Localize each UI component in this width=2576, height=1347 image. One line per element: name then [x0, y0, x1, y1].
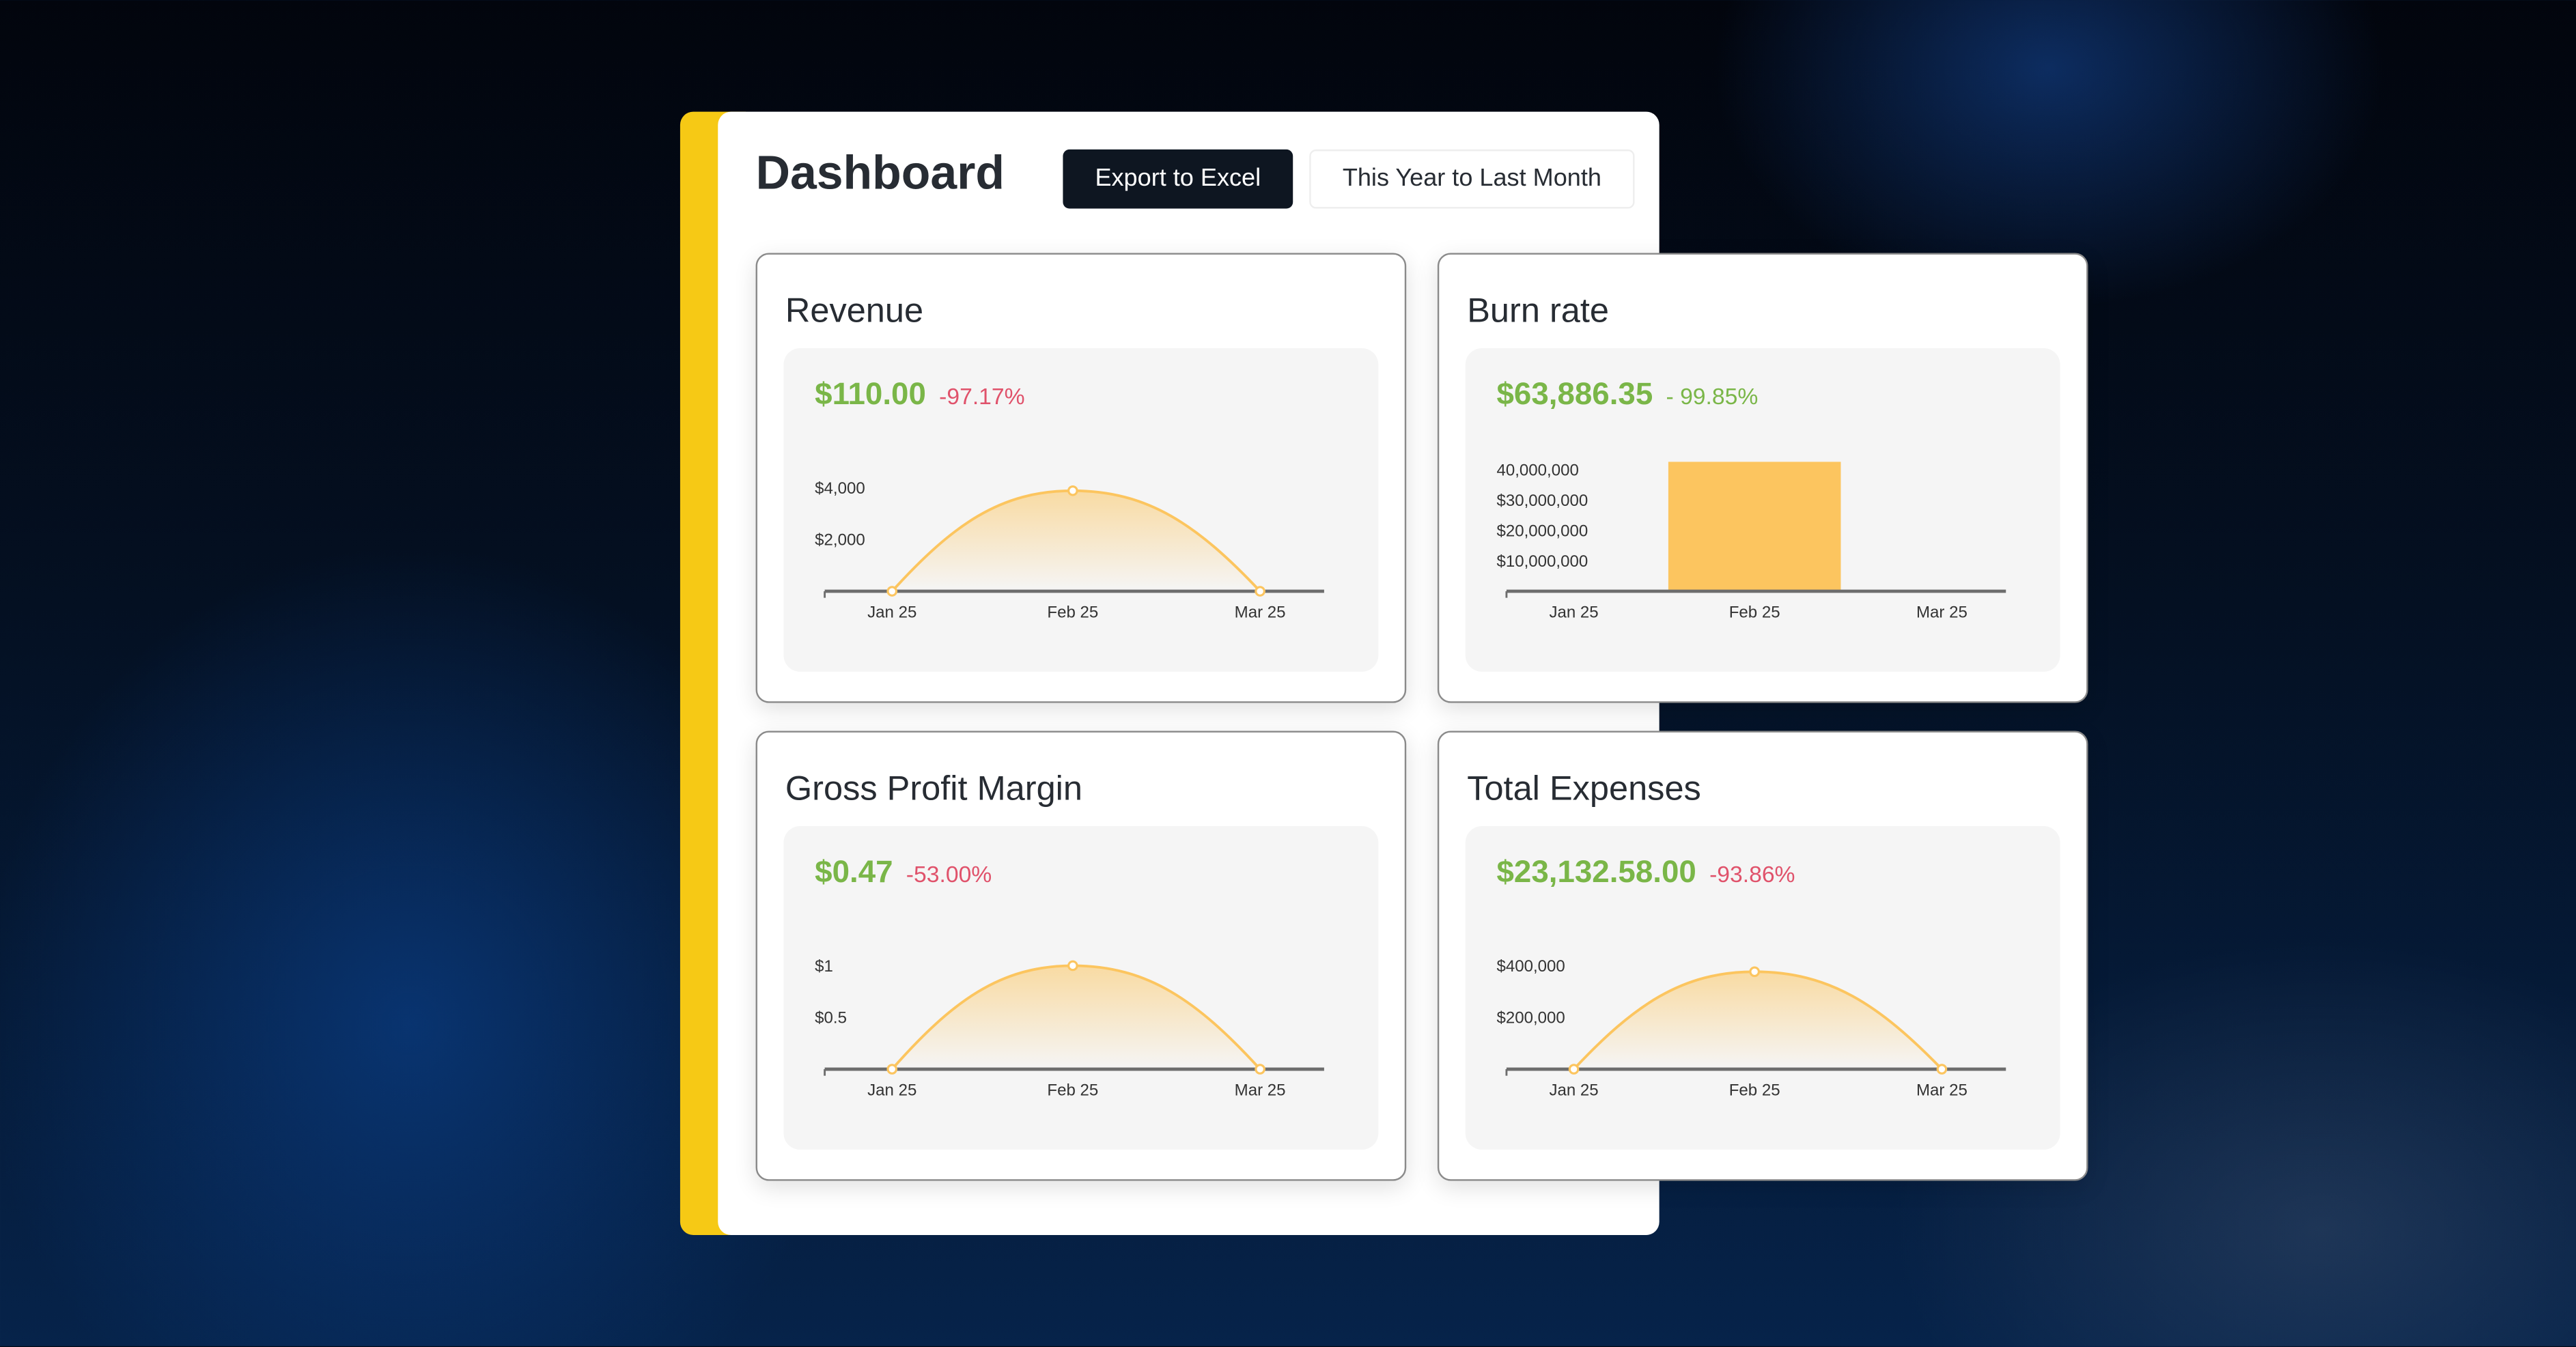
card-title: Gross Profit Margin — [785, 770, 1083, 808]
y-tick-label: $2,000 — [815, 531, 865, 550]
metric-change: -53.00% — [906, 860, 992, 888]
data-point — [1255, 1064, 1265, 1075]
y-tick-label: $30,000,000 — [1497, 492, 1588, 510]
x-tick-label: Feb 25 — [1729, 1081, 1780, 1100]
metric-change: - 99.85% — [1666, 382, 1759, 409]
revenue-card: Revenue $110.00 -97.17% $2,000 $4,000 Jan 2… — [755, 253, 1407, 703]
data-point — [1255, 586, 1265, 597]
chart-panel: $23,132.58.00 -93.86% $200,000 $400,000 Jan… — [1465, 826, 2060, 1150]
metric-value: $0.47 — [815, 855, 893, 890]
metric-value: $23,132.58.00 — [1496, 855, 1696, 890]
data-point — [886, 1064, 898, 1075]
y-tick-label: $1 — [815, 957, 833, 976]
metric-value: $110.00 — [815, 378, 926, 412]
total-expenses-chart: $200,000 $400,000 Jan 25 Feb 25 Mar 25 — [1497, 957, 2006, 1100]
chart-panel: $0.47 -53.00% $0.5 $1 Jan 25 Feb 25 Mar 25 — [783, 826, 1379, 1150]
gross-profit-margin-chart: $0.5 $1 Jan 25 Feb 25 Mar 25 — [815, 957, 1324, 1100]
x-tick-label: Feb 25 — [1047, 1081, 1098, 1100]
metric-change: -93.86% — [1709, 860, 1795, 888]
x-tick-label: Jan 25 — [1549, 1081, 1598, 1100]
data-point — [886, 586, 898, 597]
x-tick-label: Jan 25 — [867, 1081, 916, 1100]
burn-rate-card: Burn rate $63,886.35 - 99.85% $10,000,000… — [1437, 253, 2088, 703]
x-tick-label: Jan 25 — [1549, 604, 1598, 622]
y-tick-label: $400,000 — [1497, 957, 1565, 976]
card-title: Burn rate — [1467, 292, 1610, 330]
bar — [1668, 462, 1841, 592]
card-title: Total Expenses — [1467, 770, 1701, 808]
x-tick-label: Jan 25 — [867, 604, 916, 622]
x-tick-label: Mar 25 — [1916, 604, 1968, 622]
total-expenses-card: Total Expenses $23,132.58.00 -93.86% $200… — [1437, 731, 2088, 1181]
y-tick-label: 40,000,000 — [1497, 461, 1579, 479]
export-to-excel-button[interactable]: Export to Excel — [1063, 149, 1293, 209]
x-tick-label: Feb 25 — [1047, 604, 1098, 622]
x-tick-label: Mar 25 — [1235, 604, 1286, 622]
data-point — [1749, 966, 1760, 978]
chart-panel: $110.00 -97.17% $2,000 $4,000 Jan 25 Feb 25 M… — [783, 348, 1379, 672]
gross-profit-margin-card: Gross Profit Margin $0.47 -53.00% $0.5 $1 J… — [755, 731, 1407, 1181]
y-tick-label: $0.5 — [815, 1009, 847, 1027]
y-tick-label: $10,000,000 — [1497, 552, 1588, 571]
burn-rate-chart: $10,000,000 $20,000,000 $30,000,000 40,000,… — [1497, 461, 2006, 622]
page-title: Dashboard — [755, 147, 1005, 201]
date-range-selector[interactable]: This Year to Last Month — [1309, 149, 1635, 209]
chart-panel: $63,886.35 - 99.85% $10,000,000 $20,000,00… — [1465, 348, 2060, 672]
metric-value: $63,886.35 — [1496, 378, 1653, 412]
y-tick-label: $200,000 — [1497, 1009, 1565, 1027]
data-point — [1067, 960, 1078, 972]
card-title: Revenue — [785, 292, 924, 330]
data-point — [1936, 1064, 1948, 1075]
data-point — [1568, 1064, 1580, 1075]
x-tick-label: Feb 25 — [1729, 604, 1780, 622]
y-tick-label: $4,000 — [815, 479, 865, 498]
x-tick-label: Mar 25 — [1235, 1081, 1286, 1100]
revenue-chart: $2,000 $4,000 Jan 25 Feb 25 Mar 25 — [815, 479, 1324, 622]
x-tick-label: Mar 25 — [1916, 1081, 1968, 1100]
metric-change: -97.17% — [939, 382, 1025, 409]
y-tick-label: $20,000,000 — [1497, 522, 1588, 540]
data-point — [1067, 485, 1078, 496]
